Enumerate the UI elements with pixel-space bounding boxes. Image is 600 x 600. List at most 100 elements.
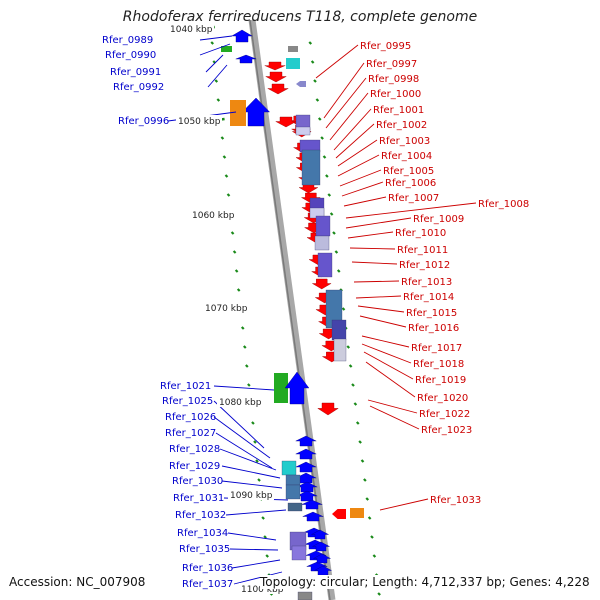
reverse-gene-label[interactable]: Rfer_1035 bbox=[179, 544, 230, 555]
forward-leader-line bbox=[343, 196, 387, 207]
scale-label-bg bbox=[203, 302, 249, 313]
forward-gene-label[interactable]: Rfer_1014 bbox=[403, 292, 454, 303]
forward-gene-label[interactable]: Rfer_1023 bbox=[421, 425, 472, 436]
feature-box bbox=[274, 373, 288, 403]
reverse-gene-label[interactable]: Rfer_1034 bbox=[177, 528, 228, 539]
scale-label-bg bbox=[176, 115, 222, 126]
forward-gene-label[interactable]: Rfer_1007 bbox=[388, 193, 439, 204]
reverse-gene-arrow bbox=[295, 435, 317, 447]
forward-gene-label[interactable]: Rfer_1005 bbox=[383, 166, 434, 177]
reverse-gene-label[interactable]: Rfer_1025 bbox=[162, 396, 213, 407]
forward-leader-line bbox=[369, 405, 420, 430]
reverse-gene-label[interactable]: Rfer_0989 bbox=[102, 35, 153, 46]
forward-gene-label[interactable]: Rfer_1033 bbox=[430, 495, 481, 506]
forward-gene-label[interactable]: Rfer_1022 bbox=[419, 409, 470, 420]
forward-gene-label[interactable]: Rfer_1018 bbox=[413, 359, 464, 370]
scale-tick-right bbox=[346, 345, 351, 349]
forward-gene-label[interactable]: Rfer_1009 bbox=[413, 214, 464, 225]
scale-tick-right bbox=[334, 250, 339, 254]
scale-label: 1100 kbp bbox=[241, 585, 284, 595]
scale-tick-right bbox=[365, 497, 370, 501]
forward-leader-line bbox=[353, 280, 400, 283]
forward-gene-label[interactable]: Rfer_1013 bbox=[401, 277, 452, 288]
scale-tick-right bbox=[351, 383, 355, 387]
reverse-gene-label[interactable]: Rfer_1037 bbox=[182, 579, 233, 590]
forward-leader-line bbox=[361, 343, 412, 364]
reverse-gene-arrow bbox=[295, 461, 317, 473]
topology-text: Topology: circular; Length: 4,712,337 bp… bbox=[260, 575, 590, 589]
reverse-gene-label[interactable]: Rfer_1036 bbox=[182, 563, 233, 574]
forward-gene-label[interactable]: Rfer_1010 bbox=[395, 228, 446, 239]
forward-gene-label[interactable]: Rfer_1011 bbox=[397, 245, 448, 256]
scale-tick-right bbox=[355, 421, 360, 425]
reverse-gene-label[interactable]: Rfer_1026 bbox=[165, 412, 216, 423]
reverse-gene-label[interactable]: Rfer_0991 bbox=[110, 67, 161, 78]
feature-box bbox=[285, 484, 301, 500]
scale-tick-right bbox=[370, 535, 374, 539]
forward-leader-line bbox=[333, 108, 372, 151]
forward-gene-label[interactable]: Rfer_0995 bbox=[360, 41, 411, 52]
forward-gene-label[interactable]: Rfer_1015 bbox=[406, 308, 457, 319]
reverse-gene-label[interactable]: Rfer_0996 bbox=[118, 116, 169, 127]
forward-gene-label[interactable]: Rfer_1016 bbox=[408, 323, 459, 334]
scale-tick-left bbox=[236, 288, 241, 292]
reverse-leader-line bbox=[213, 400, 265, 449]
forward-gene-label[interactable]: Rfer_1003 bbox=[379, 136, 430, 147]
forward-gene-label[interactable]: Rfer_0998 bbox=[368, 74, 419, 85]
reverse-gene-label[interactable]: Rfer_0992 bbox=[113, 82, 164, 93]
scale-tick-right bbox=[322, 155, 327, 159]
scale-tick-left bbox=[255, 459, 259, 463]
forward-gene-label[interactable]: Rfer_1008 bbox=[478, 199, 529, 210]
scale-tick-right bbox=[353, 402, 358, 406]
scale-tick-left bbox=[216, 98, 221, 102]
scale-label-bg bbox=[217, 396, 263, 407]
forward-gene-label[interactable]: Rfer_1017 bbox=[411, 343, 462, 354]
forward-leader-line bbox=[347, 231, 394, 239]
reverse-gene-label[interactable]: Rfer_1027 bbox=[165, 428, 216, 439]
reverse-gene-label[interactable]: Rfer_1028 bbox=[169, 444, 220, 455]
feature-box bbox=[295, 126, 311, 136]
forward-gene-label[interactable]: Rfer_1004 bbox=[381, 151, 432, 162]
reverse-gene-label[interactable]: Rfer_0990 bbox=[105, 50, 156, 61]
forward-leader-line bbox=[357, 305, 405, 313]
reverse-leader-line bbox=[199, 43, 231, 56]
scale-label: 1080 kbp bbox=[219, 398, 262, 408]
forward-leader-line bbox=[315, 44, 359, 79]
forward-gene-label[interactable]: Rfer_1012 bbox=[399, 260, 450, 271]
forward-leader-line bbox=[361, 335, 410, 348]
scale-tick-right bbox=[377, 592, 381, 596]
forward-gene-label[interactable]: Rfer_1002 bbox=[376, 120, 427, 131]
scale-tick-right bbox=[315, 98, 320, 102]
reverse-gene-label[interactable]: Rfer_1030 bbox=[172, 476, 223, 487]
reverse-gene-arrow bbox=[235, 54, 257, 64]
forward-gene-label[interactable]: Rfer_1000 bbox=[370, 89, 421, 100]
forward-gene-label[interactable]: Rfer_1019 bbox=[415, 375, 466, 386]
forward-gene-label[interactable]: Rfer_1006 bbox=[385, 178, 436, 189]
forward-leader-line bbox=[339, 169, 382, 187]
reverse-gene-arrow bbox=[301, 499, 323, 510]
scale-tick-left bbox=[245, 364, 249, 368]
forward-gene-label[interactable]: Rfer_0997 bbox=[366, 59, 417, 70]
reverse-leader-line bbox=[213, 385, 275, 391]
scale-label-bg bbox=[190, 209, 236, 220]
scale-label: 1040 kbp bbox=[170, 25, 213, 35]
scale-tick-left bbox=[257, 478, 261, 482]
scale-tick-right bbox=[327, 193, 332, 197]
forward-gene-label[interactable]: Rfer_1001 bbox=[373, 105, 424, 116]
forward-gene-label[interactable]: Rfer_1020 bbox=[417, 393, 468, 404]
reverse-gene-label[interactable]: Rfer_1029 bbox=[169, 461, 220, 472]
reverse-leader-line bbox=[219, 448, 277, 471]
reverse-gene-label[interactable]: Rfer_1031 bbox=[173, 493, 224, 504]
scale-tick-left bbox=[251, 421, 255, 425]
reverse-gene-label[interactable]: Rfer_1021 bbox=[160, 381, 211, 392]
scale-tick-left bbox=[240, 326, 245, 330]
reverse-gene-arrow bbox=[295, 448, 317, 460]
scale-tick-left bbox=[253, 440, 257, 444]
scale-tick-right bbox=[320, 136, 324, 140]
feature-box bbox=[281, 460, 297, 476]
reverse-leader-line bbox=[215, 432, 273, 469]
scale-label-bg bbox=[228, 489, 274, 500]
forward-gene-arrow bbox=[275, 116, 297, 128]
reverse-gene-label[interactable]: Rfer_1032 bbox=[175, 510, 226, 521]
